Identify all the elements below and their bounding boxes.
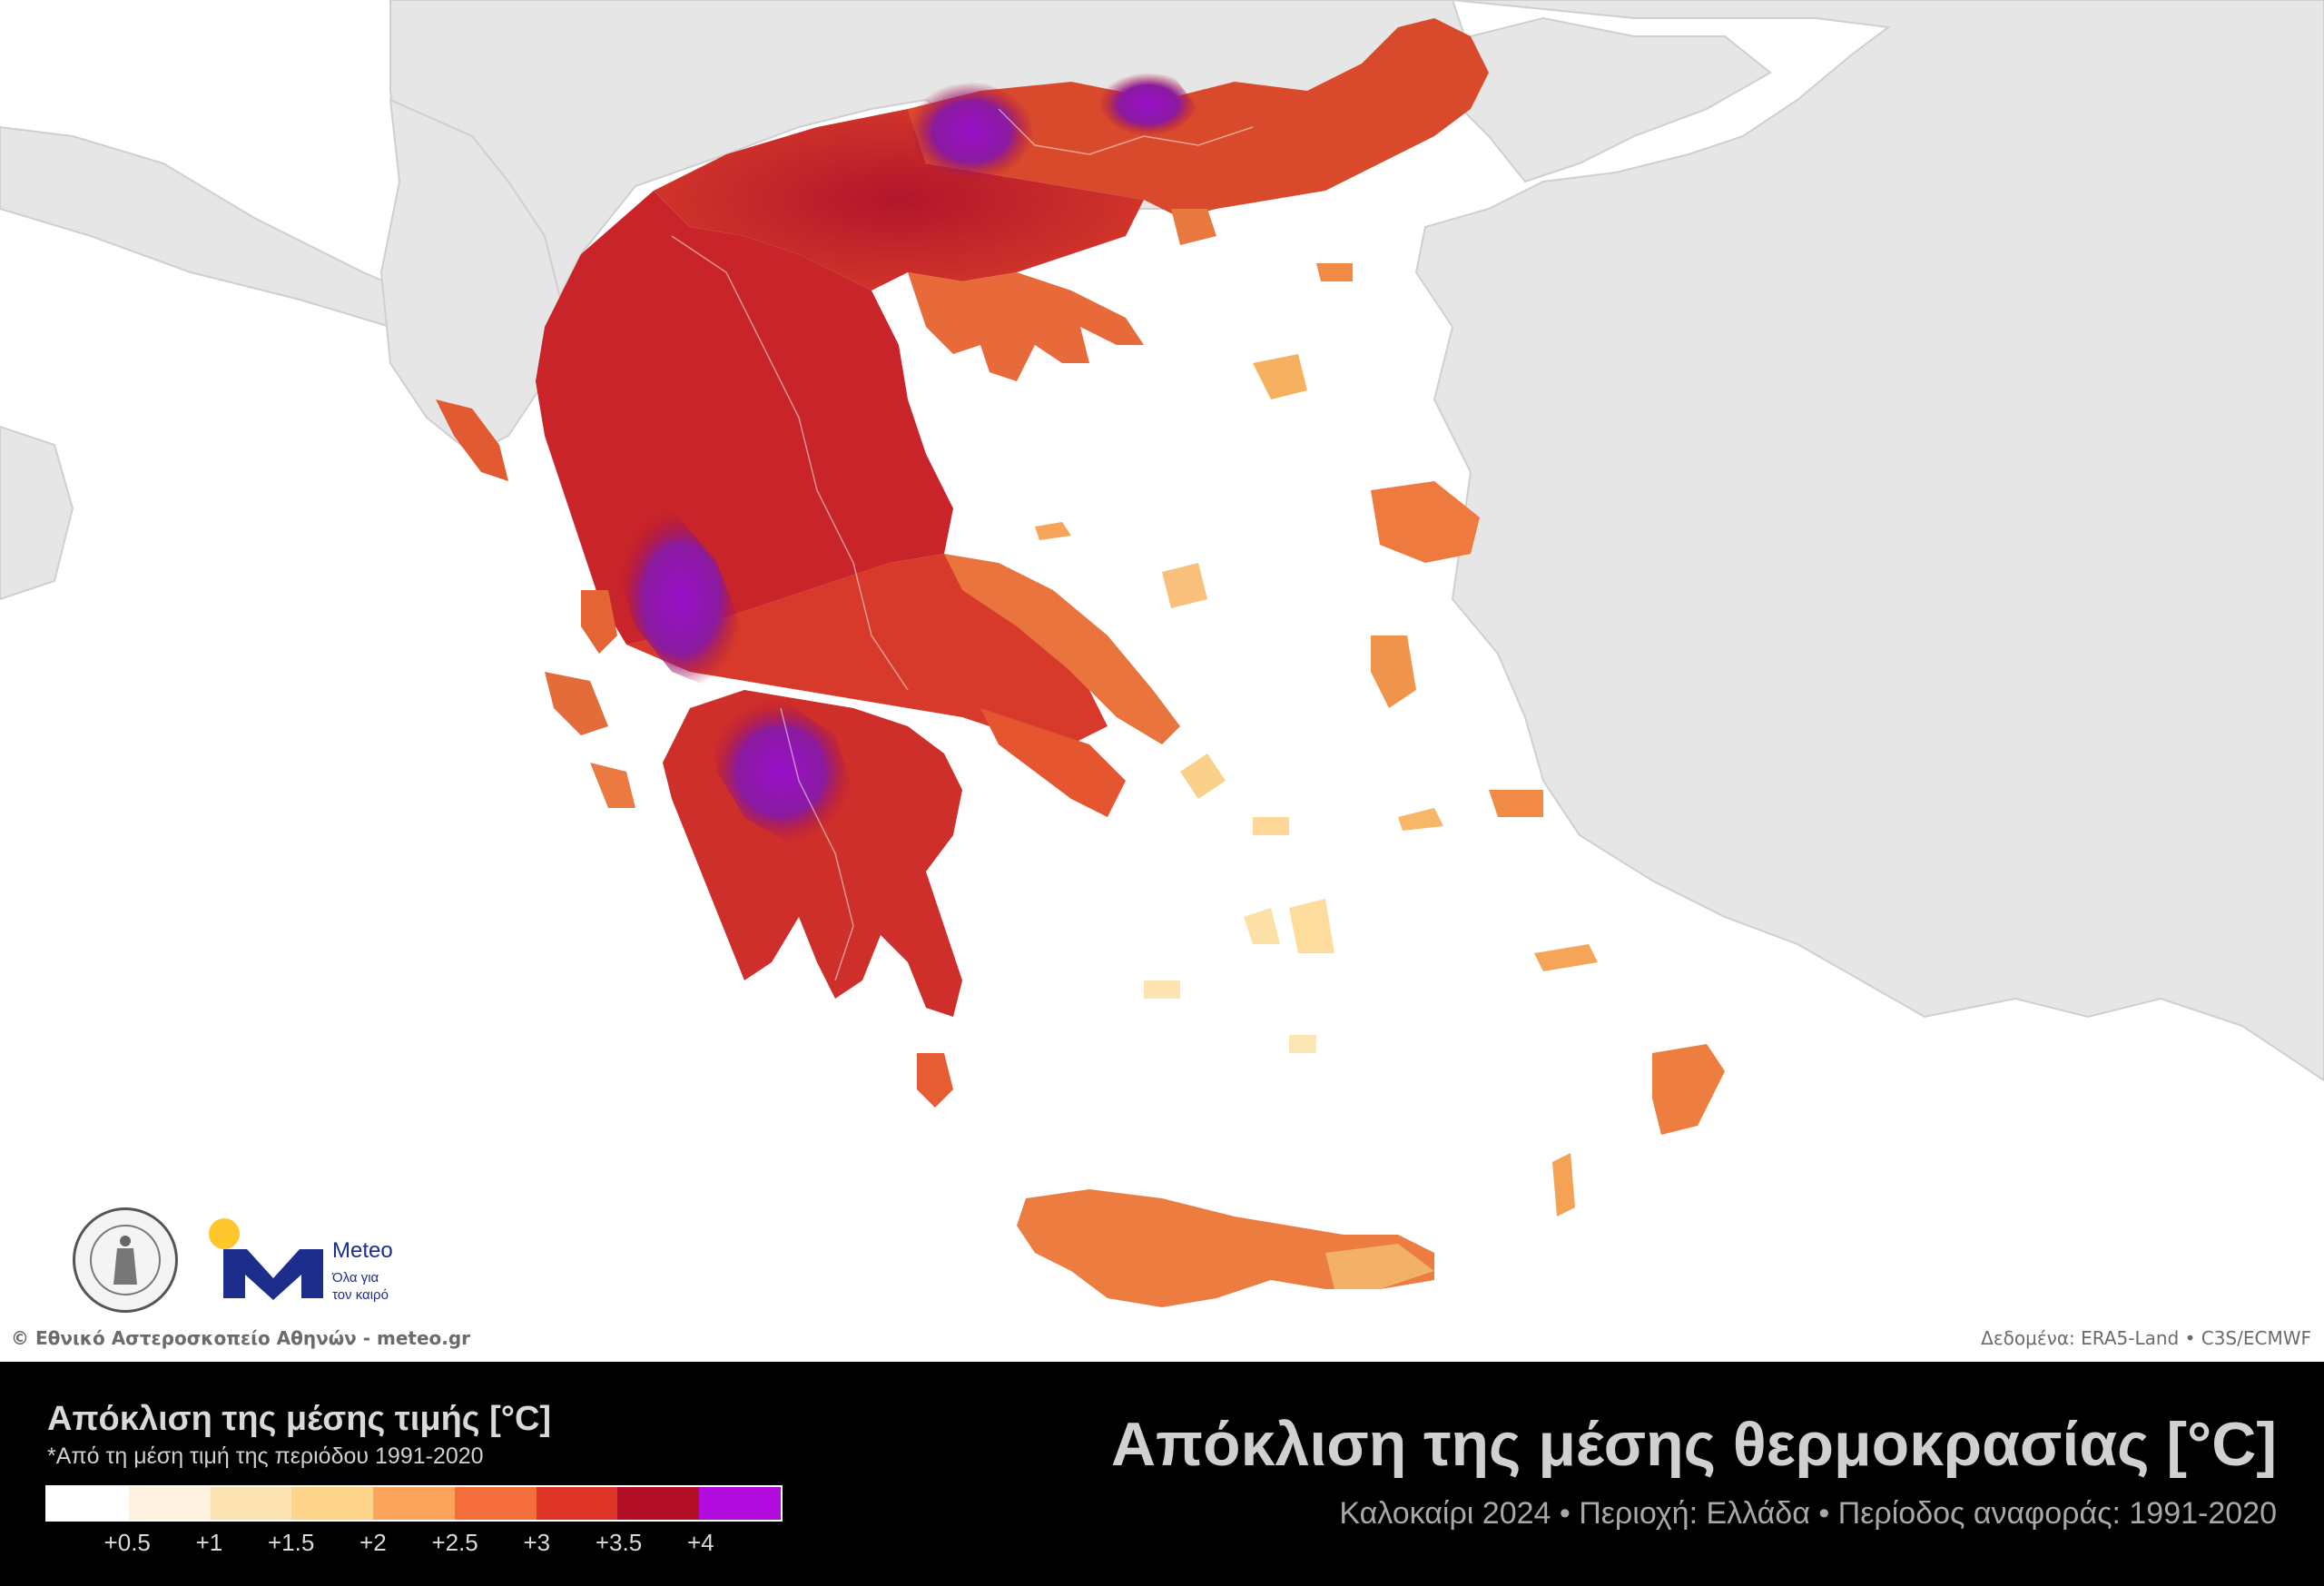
north-purple-patch-2 (1098, 73, 1198, 136)
legend-swatch (291, 1487, 374, 1520)
map-area: Meteo Όλα για τον καιρό © Εθνικό Αστεροσ… (0, 0, 2324, 1349)
santorini (1289, 1035, 1316, 1053)
legend-tick-label: +1 (195, 1529, 223, 1556)
legend-swatch (699, 1487, 782, 1520)
data-source-credit: Δεδομένα: ERA5-Land • C3S/ECMWF (1981, 1327, 2311, 1349)
andros (1180, 754, 1226, 799)
crete-east (1325, 1244, 1434, 1289)
macedonia-region (654, 109, 1144, 291)
turkey-landmass (1414, 0, 2324, 1082)
legend-tick-labels: +0.5 +1 +1.5 +2 +2.5 +3 +3.5 +4 (45, 1529, 783, 1561)
isotherm-line (780, 707, 854, 981)
paros (1244, 908, 1280, 944)
tinos (1253, 817, 1289, 835)
legend-color-bar (45, 1485, 783, 1522)
isotherm-line (998, 108, 1254, 155)
main-subtitle: Καλοκαίρι 2024 • Περιοχή: Ελλάδα • Περίο… (1339, 1496, 2277, 1531)
copyright-credit: © Εθνικό Αστεροσκοπείο Αθηνών - meteo.gr (11, 1327, 471, 1349)
kythira (917, 1053, 953, 1108)
attica-region (980, 708, 1126, 817)
seal-figure-icon (113, 1236, 137, 1285)
lesvos (1371, 481, 1480, 563)
seal-inner-ring (90, 1225, 161, 1295)
meteo-sun-icon (209, 1218, 240, 1249)
legend-subtitle: *Από τη μέση τιμή της περιόδου 1991-2020 (47, 1443, 484, 1469)
legend-swatch (617, 1487, 700, 1520)
milos (1144, 980, 1180, 999)
isotherm-line (671, 235, 909, 691)
thasos (1171, 209, 1216, 245)
logos: Meteo Όλα για τον καιρό (73, 1207, 436, 1325)
kos (1534, 944, 1598, 971)
chios (1371, 635, 1416, 708)
ikaria (1398, 808, 1443, 831)
lefkada (581, 590, 617, 654)
chalkidiki (908, 272, 1144, 381)
legend-tick-label: +3 (523, 1529, 551, 1556)
legend-tick-label: +0.5 (103, 1529, 151, 1556)
meteo-logo: Meteo Όλα για τον καιρό (209, 1218, 436, 1318)
legend-swatch (454, 1487, 537, 1520)
legend-tick-label: +2.5 (431, 1529, 478, 1556)
italy-landmass (0, 125, 428, 329)
samothraki (1316, 263, 1353, 281)
north-purple-patch (908, 82, 1035, 182)
italy-heel-landmass (0, 425, 74, 601)
thrace-region (908, 18, 1489, 218)
samos (1489, 790, 1543, 817)
crete (1017, 1189, 1434, 1307)
kefalonia (545, 672, 608, 735)
footer-panel: Απόκλιση της μέσης τιμής [°C] *Από τη μέ… (0, 1362, 2324, 1586)
observatory-seal-icon (73, 1207, 178, 1313)
naxos (1289, 899, 1334, 953)
legend-tick-label: +1.5 (267, 1529, 315, 1556)
rhodes (1652, 1044, 1725, 1135)
main-title: Απόκλιση της μέσης θερμοκρασίας [°C] (1110, 1410, 2277, 1479)
temperature-anomaly-map (0, 0, 2324, 1307)
legend-tick-label: +4 (686, 1529, 714, 1556)
corfu (436, 399, 508, 481)
turkey-thrace-landmass (1451, 16, 1772, 183)
meteo-brand-name: Meteo (332, 1238, 393, 1263)
legend-swatch (47, 1487, 129, 1520)
peloponnese-purple (708, 699, 853, 844)
meteo-m-icon (223, 1249, 323, 1300)
albania-landmass (379, 98, 565, 456)
lemnos (1253, 354, 1307, 399)
legend-tick-label: +3.5 (595, 1529, 643, 1556)
legend-swatch (373, 1487, 455, 1520)
sporades (1035, 522, 1071, 540)
skyros (1162, 563, 1207, 608)
evia (944, 554, 1180, 744)
legend-swatch (210, 1487, 292, 1520)
karpathos (1552, 1153, 1575, 1217)
zakynthos (590, 763, 635, 808)
meteo-tagline: Όλα για τον καιρό (332, 1269, 441, 1304)
meteo-tagline-line2: τον καιρό (332, 1287, 389, 1303)
meteo-tagline-line1: Όλα για (332, 1270, 379, 1286)
western-greece-purple (617, 508, 744, 690)
legend-swatch (128, 1487, 211, 1520)
legend-title: Απόκλιση της μέσης τιμής [°C] (47, 1400, 552, 1438)
legend-tick-label: +2 (359, 1529, 387, 1556)
legend-swatch (536, 1487, 618, 1520)
